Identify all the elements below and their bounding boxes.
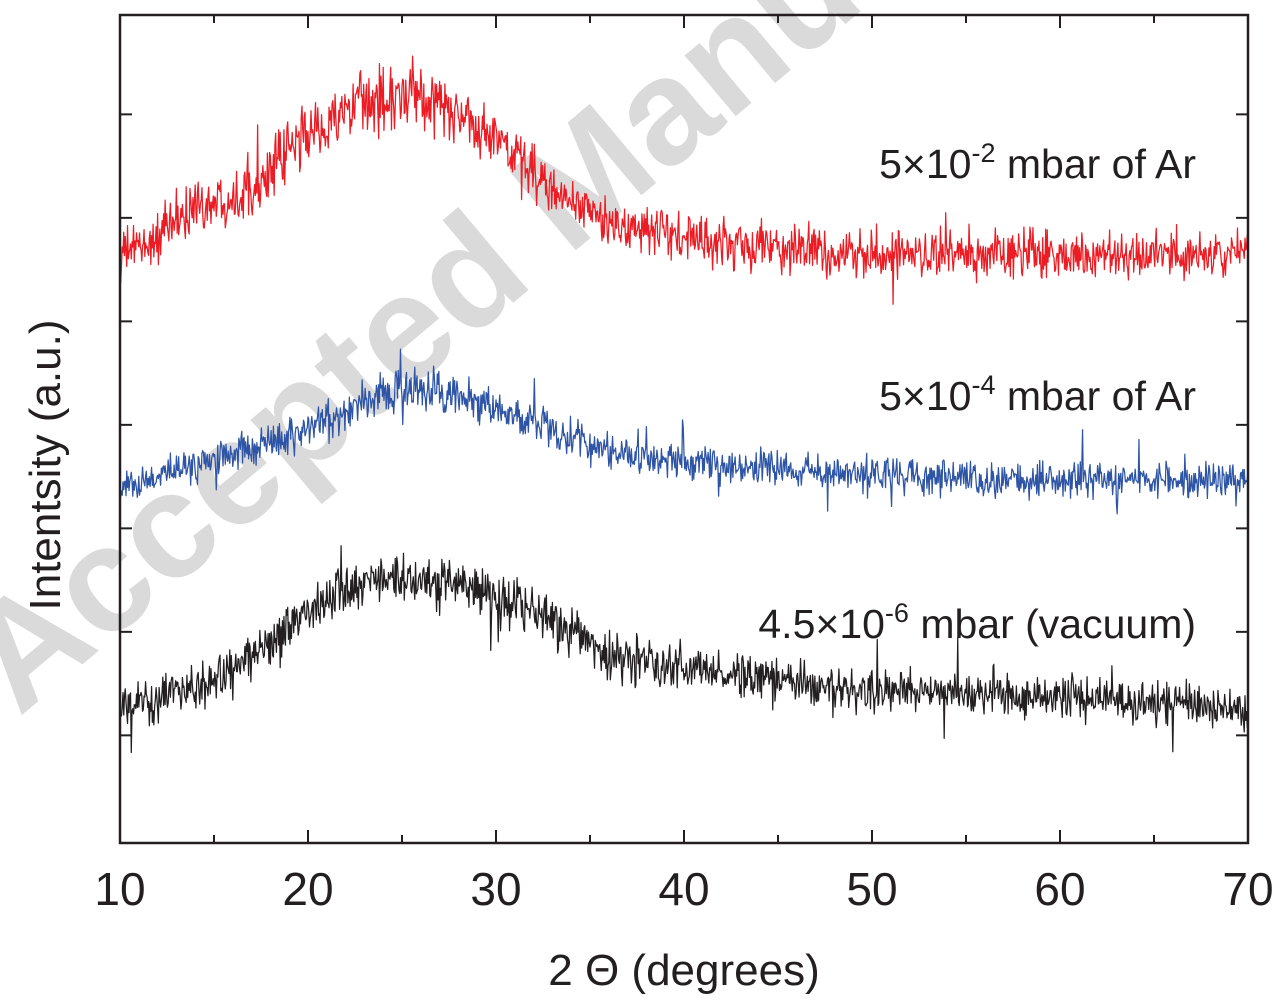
- series-group: [119, 55, 1249, 754]
- series-label-base: 5×10: [879, 141, 971, 187]
- series-label-blue: 5×10-4 mbar of Ar: [879, 370, 1196, 419]
- x-tick-label: 30: [470, 863, 521, 915]
- series-label-red: 5×10-2 mbar of Ar: [879, 138, 1196, 187]
- labels-group: 10 20 30 40 50 60 70 2 Θ (degrees) Intentsity (a…: [21, 138, 1274, 995]
- x-tick-label: 60: [1034, 863, 1085, 915]
- x-axis-title: 2 Θ (degrees): [548, 946, 819, 995]
- series-label-suffix: mbar of Ar: [995, 373, 1196, 419]
- series-trace-blue: [119, 348, 1249, 515]
- x-tick-label: 10: [94, 863, 145, 915]
- series-label-exponent: -6: [885, 598, 909, 628]
- x-tick-label: 20: [282, 863, 333, 915]
- x-tick-label: 40: [658, 863, 709, 915]
- x-tick-label: 70: [1222, 863, 1273, 915]
- series-label-exponent: -4: [971, 370, 995, 400]
- series-label-exponent: -2: [971, 138, 995, 168]
- axes-group: [118, 13, 1250, 845]
- series-trace-red: [119, 55, 1249, 305]
- series-label-base: 5×10: [879, 373, 971, 419]
- x-tick-label: 50: [846, 863, 897, 915]
- series-label-suffix: mbar (vacuum): [909, 601, 1196, 647]
- series-label-suffix: mbar of Ar: [995, 141, 1196, 187]
- series-trace-black: [119, 545, 1249, 754]
- y-axis-title: Intentsity (a.u.): [21, 319, 70, 610]
- series-label-base: 4.5×10: [758, 601, 885, 647]
- series-label-black: 4.5×10-6 mbar (vacuum): [758, 598, 1196, 647]
